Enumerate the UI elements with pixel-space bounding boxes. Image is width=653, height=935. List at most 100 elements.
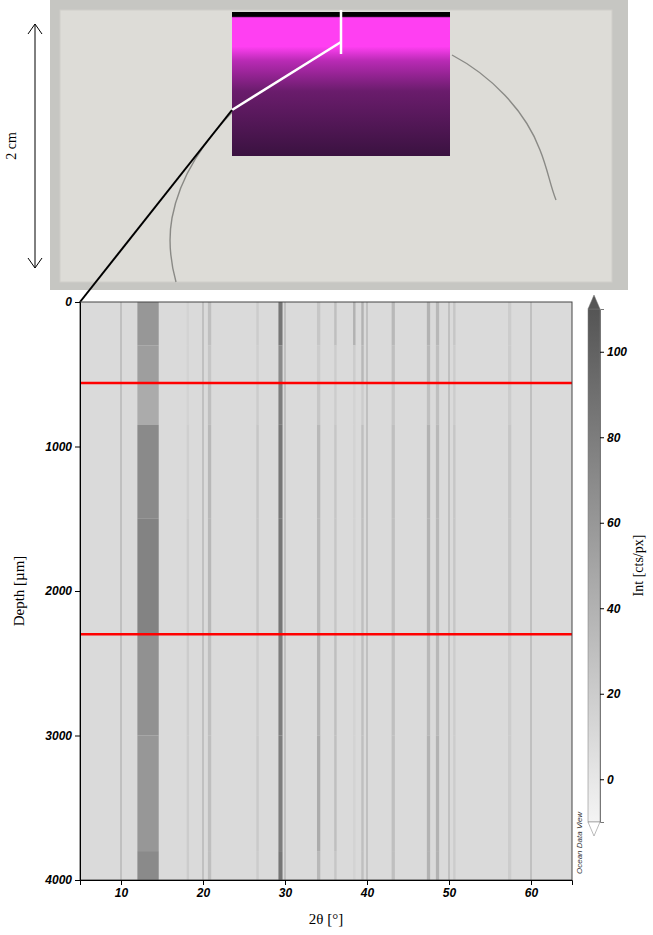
y-tick-label: 3000 xyxy=(45,729,72,743)
annotation: Ocean Data View xyxy=(575,811,584,874)
photo-frame xyxy=(50,0,628,290)
heatmap-cell xyxy=(353,383,355,425)
x-tick-label: 50 xyxy=(443,886,457,900)
heatmap-cell xyxy=(334,383,336,425)
heatmap-cell xyxy=(353,302,355,345)
heatmap-cell xyxy=(187,634,189,735)
x-tick-label: 40 xyxy=(360,886,375,900)
figure: 2 cm102030405060010002000300040002θ [°]D… xyxy=(0,0,653,935)
x-tick: 50 xyxy=(443,880,457,900)
heatmap-cell xyxy=(256,345,258,383)
heatmap-cell xyxy=(137,345,158,383)
crack xyxy=(170,108,236,282)
heatmap-cell xyxy=(427,736,430,852)
connector xyxy=(232,42,341,110)
heatmap-cell xyxy=(317,634,320,735)
heatmap-cell xyxy=(392,851,395,880)
colorbar-extend-top xyxy=(588,295,600,309)
y-tick-mark xyxy=(75,447,80,448)
heatmap-cell xyxy=(278,519,282,635)
heatmap-cell xyxy=(508,302,511,345)
heatmap-cell xyxy=(392,519,395,635)
colorbar-tick-mark xyxy=(600,437,604,438)
x-tick-label: 30 xyxy=(279,886,293,900)
heatmap-cell xyxy=(317,383,320,425)
heatmap-cell xyxy=(427,345,430,383)
grid-line xyxy=(285,302,286,880)
y-tick-label: 1000 xyxy=(45,440,72,454)
x-tick-mark xyxy=(531,880,532,885)
heatmap-cell xyxy=(427,634,430,735)
heatmap-cell xyxy=(256,302,258,345)
heatmap-cell xyxy=(361,634,363,735)
heatmap-cell xyxy=(453,634,455,735)
colorbar-tick-label: 0 xyxy=(607,773,614,787)
x-tick: 60 xyxy=(525,880,539,900)
heatmap-cell xyxy=(317,736,320,852)
heatmap-cell xyxy=(187,736,189,852)
heatmap-cell xyxy=(334,425,336,519)
heatmap-cell xyxy=(392,736,395,852)
heatmap-cell xyxy=(508,851,511,880)
heatmap-cell xyxy=(436,425,439,519)
colorbar-extend-bottom xyxy=(588,822,600,836)
x-tick-mark xyxy=(367,880,368,885)
y-tick-label: 2000 xyxy=(44,584,72,598)
heatmap-cell xyxy=(453,736,455,852)
colorbar-tick: 100 xyxy=(600,345,627,359)
heatmap-cell xyxy=(436,851,439,880)
reference-line xyxy=(80,382,572,385)
heatmap-cell xyxy=(353,345,355,383)
heatmap-cell xyxy=(256,634,258,735)
colorbar-title: Int [cts/px] xyxy=(631,535,646,597)
connector xyxy=(80,110,232,302)
heatmap-cell xyxy=(427,851,430,880)
y-tick: 4000 xyxy=(44,873,80,887)
grid-line xyxy=(367,302,368,880)
heatmap-cell xyxy=(208,425,211,519)
heatmap-cell xyxy=(453,302,455,345)
y-tick: 1000 xyxy=(45,440,80,454)
heatmap-cell xyxy=(137,302,158,345)
colorbar-tick-mark xyxy=(600,694,604,695)
heatmap-cell xyxy=(256,736,258,852)
heatmap-cell xyxy=(508,634,511,735)
x-tick-mark xyxy=(121,880,122,885)
heatmap-cell xyxy=(436,383,439,425)
heatmap-cell xyxy=(436,345,439,383)
arrow-head xyxy=(28,24,42,268)
heatmap-cell xyxy=(427,519,430,635)
heatmap-cell xyxy=(278,736,282,852)
heatmap-cell xyxy=(427,383,430,425)
heatmap-cell xyxy=(317,851,320,880)
colorbar-tick: 0 xyxy=(600,773,614,787)
heatmap-cell xyxy=(187,383,189,425)
heatmap-cell xyxy=(278,383,282,425)
heatmap-cell xyxy=(208,634,211,735)
heatmap-cell xyxy=(353,634,355,735)
colorbar-tick-label: 60 xyxy=(607,516,621,530)
heatmap-cell xyxy=(187,851,189,880)
x-tick-mark xyxy=(203,880,204,885)
heatmap-cell xyxy=(508,345,511,383)
heatmap-cell xyxy=(334,736,336,852)
colorbar-tick: 40 xyxy=(600,602,621,616)
x-tick-label: 20 xyxy=(196,886,211,900)
x-axis-title: 2θ [°] xyxy=(309,911,343,927)
y-tick: 2000 xyxy=(44,584,80,598)
reference-line xyxy=(80,633,572,636)
plot-frame xyxy=(80,302,572,880)
heatmap-cell xyxy=(436,736,439,852)
grid-line xyxy=(121,302,122,880)
colorbar-tick: 80 xyxy=(600,431,621,445)
heatmap-cell xyxy=(436,634,439,735)
heatmap-cell xyxy=(361,425,363,519)
y-tick-mark xyxy=(75,880,80,881)
y-tick-mark xyxy=(75,591,80,592)
colorbar-tick-label: 100 xyxy=(607,345,627,359)
plot-area xyxy=(80,302,572,880)
colorbar xyxy=(588,295,600,836)
heatmap-cell xyxy=(334,302,336,345)
heatmap-cell xyxy=(392,425,395,519)
heatmap-cell xyxy=(508,519,511,635)
